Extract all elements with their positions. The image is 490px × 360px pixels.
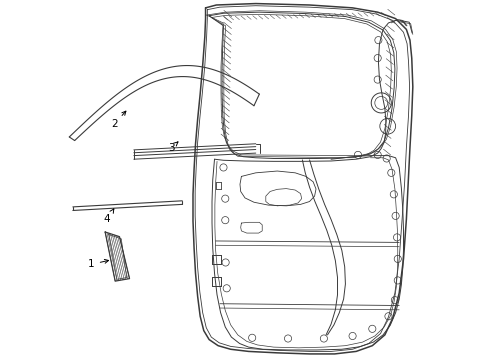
Text: 1: 1 <box>88 259 109 269</box>
Text: 2: 2 <box>111 111 126 129</box>
Text: 3: 3 <box>168 142 178 153</box>
Text: 4: 4 <box>103 209 114 224</box>
